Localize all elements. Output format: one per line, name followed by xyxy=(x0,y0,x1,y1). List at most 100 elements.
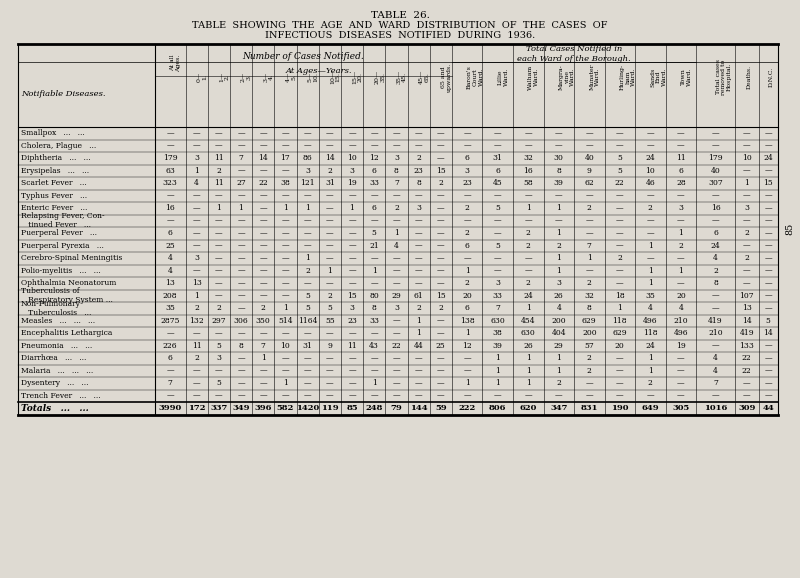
Text: —: — xyxy=(393,142,400,150)
Text: 107: 107 xyxy=(739,292,754,300)
Text: —: — xyxy=(616,242,624,250)
Text: Typhus Fever   ...: Typhus Fever ... xyxy=(21,192,87,200)
Text: 65 and
upwards.: 65 and upwards. xyxy=(441,62,452,92)
Text: —: — xyxy=(166,329,174,337)
Text: 1: 1 xyxy=(678,229,683,237)
Text: 1: 1 xyxy=(416,329,421,337)
Text: 3: 3 xyxy=(350,304,354,312)
Text: —: — xyxy=(259,204,267,212)
Text: —: — xyxy=(415,242,422,250)
Text: —: — xyxy=(282,166,290,175)
Text: —: — xyxy=(765,254,772,262)
Text: —: — xyxy=(238,129,245,137)
Text: 396: 396 xyxy=(254,404,272,412)
Text: —: — xyxy=(238,392,245,400)
Text: —: — xyxy=(370,392,378,400)
Text: —: — xyxy=(326,279,334,287)
Text: 10: 10 xyxy=(347,154,357,162)
Text: 27: 27 xyxy=(236,179,246,187)
Text: 57: 57 xyxy=(585,342,594,350)
Text: 2: 2 xyxy=(713,267,718,275)
Text: 172: 172 xyxy=(188,404,206,412)
Text: 1: 1 xyxy=(526,304,530,312)
Text: 3: 3 xyxy=(305,166,310,175)
Text: —: — xyxy=(393,279,400,287)
Text: 22: 22 xyxy=(742,367,752,375)
Text: 26: 26 xyxy=(523,342,533,350)
Text: —: — xyxy=(282,229,290,237)
Text: 649: 649 xyxy=(642,404,659,412)
Text: Diarrhœa   ...   ...: Diarrhœa ... ... xyxy=(21,354,86,362)
Text: 1016: 1016 xyxy=(704,404,727,412)
Text: —: — xyxy=(437,204,445,212)
Text: Number of Cases Notified.: Number of Cases Notified. xyxy=(242,52,364,61)
Text: —: — xyxy=(437,329,445,337)
Text: Erysipelas   ...   ...: Erysipelas ... ... xyxy=(21,166,89,175)
Text: —: — xyxy=(765,204,772,212)
Text: Malaria   ...   ...   ...: Malaria ... ... ... xyxy=(21,367,94,375)
Text: 2: 2 xyxy=(416,154,421,162)
Text: 39: 39 xyxy=(493,342,502,350)
Text: —: — xyxy=(437,217,445,225)
Text: —: — xyxy=(765,342,772,350)
Text: —: — xyxy=(259,267,267,275)
Text: —: — xyxy=(616,192,624,200)
Text: —: — xyxy=(555,192,562,200)
Text: 59: 59 xyxy=(435,404,446,412)
Text: —: — xyxy=(238,267,245,275)
Text: 3: 3 xyxy=(350,166,354,175)
Text: —: — xyxy=(348,367,356,375)
Text: 133: 133 xyxy=(739,342,754,350)
Text: —: — xyxy=(765,142,772,150)
Text: 2: 2 xyxy=(438,179,443,187)
Text: —: — xyxy=(415,267,422,275)
Text: Notifiable Diseases.: Notifiable Diseases. xyxy=(21,90,106,98)
Text: 200: 200 xyxy=(551,317,566,325)
Text: 30: 30 xyxy=(554,154,564,162)
Text: —: — xyxy=(437,279,445,287)
Text: 5: 5 xyxy=(495,204,500,212)
Text: 29: 29 xyxy=(554,342,564,350)
Text: 5: 5 xyxy=(618,154,622,162)
Text: —: — xyxy=(743,129,750,137)
Text: —: — xyxy=(370,279,378,287)
Text: 6: 6 xyxy=(465,154,470,162)
Text: —: — xyxy=(616,142,624,150)
Text: 2: 2 xyxy=(587,204,592,212)
Text: —: — xyxy=(743,142,750,150)
Text: At Ages—Years.: At Ages—Years. xyxy=(286,67,352,75)
Text: —: — xyxy=(238,142,245,150)
Text: 226: 226 xyxy=(163,342,178,350)
Text: 1: 1 xyxy=(194,166,199,175)
Text: 4—
5.: 4— 5. xyxy=(286,72,296,82)
Text: TABLE  26.: TABLE 26. xyxy=(370,11,430,20)
Text: 630: 630 xyxy=(521,329,536,337)
Text: 297: 297 xyxy=(211,317,226,325)
Text: 1: 1 xyxy=(526,367,530,375)
Text: —: — xyxy=(765,392,772,400)
Text: —: — xyxy=(555,129,562,137)
Text: —: — xyxy=(166,192,174,200)
Text: —: — xyxy=(370,254,378,262)
Text: 2: 2 xyxy=(438,304,443,312)
Text: 121: 121 xyxy=(300,179,315,187)
Text: 620: 620 xyxy=(519,404,537,412)
Text: —: — xyxy=(166,142,174,150)
Text: 8: 8 xyxy=(416,179,421,187)
Text: —: — xyxy=(259,166,267,175)
Text: 40: 40 xyxy=(585,154,594,162)
Text: —: — xyxy=(494,267,502,275)
Text: —: — xyxy=(586,192,593,200)
Text: 3: 3 xyxy=(394,304,399,312)
Text: —: — xyxy=(646,142,654,150)
Text: —: — xyxy=(525,267,532,275)
Text: 179: 179 xyxy=(163,154,178,162)
Text: —: — xyxy=(348,217,356,225)
Text: —: — xyxy=(304,142,311,150)
Text: —: — xyxy=(393,367,400,375)
Text: —: — xyxy=(525,142,532,150)
Text: —: — xyxy=(370,192,378,200)
Text: —: — xyxy=(525,254,532,262)
Text: —: — xyxy=(238,242,245,250)
Text: 22: 22 xyxy=(391,342,402,350)
